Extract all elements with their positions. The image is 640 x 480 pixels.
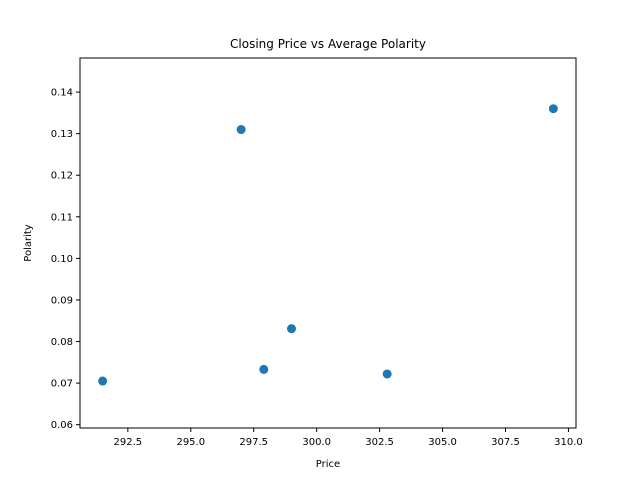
scatter-point: [236, 125, 246, 135]
scatter-point: [259, 364, 269, 374]
scatter-point: [98, 376, 108, 386]
scatter-point: [548, 104, 558, 114]
x-tick-label: 310.0: [554, 437, 583, 448]
scatter-point: [286, 324, 296, 334]
y-tick-label: 0.13: [51, 129, 73, 140]
y-tick-label: 0.07: [51, 379, 73, 390]
y-tick-label: 0.09: [51, 295, 73, 306]
x-axis-ticks: 292.5 295.0 297.5 300.0 302.5 305.0 307.5 310.0: [114, 428, 583, 448]
y-tick-label: 0.12: [51, 171, 73, 182]
y-tick-label: 0.11: [51, 212, 73, 223]
x-tick-label: 302.5: [365, 437, 394, 448]
axes-frame: [79, 57, 577, 429]
plot-area: 292.5 295.0 297.5 300.0 302.5 305.0 307.5 310.0…: [51, 57, 583, 448]
y-tick-label: 0.10: [51, 254, 73, 265]
y-tick-label: 0.14: [51, 88, 73, 99]
x-tick-label: 292.5: [114, 437, 143, 448]
scatter-point: [382, 369, 392, 379]
x-tick-label: 300.0: [302, 437, 331, 448]
x-tick-label: 297.5: [239, 437, 268, 448]
y-axis-ticks: 0.06 0.07 0.08 0.09 0.10 0.11 0.12 0.13 0.14: [51, 88, 80, 431]
scatter-points: [98, 104, 558, 386]
chart-title: Closing Price vs Average Polarity: [230, 37, 426, 51]
x-axis-label: Price: [316, 459, 340, 470]
x-tick-label: 305.0: [428, 437, 457, 448]
y-axis-label: Polarity: [23, 224, 34, 262]
y-tick-label: 0.06: [51, 420, 73, 431]
x-tick-label: 307.5: [491, 437, 520, 448]
y-tick-label: 0.08: [51, 337, 73, 348]
x-tick-label: 295.0: [176, 437, 205, 448]
